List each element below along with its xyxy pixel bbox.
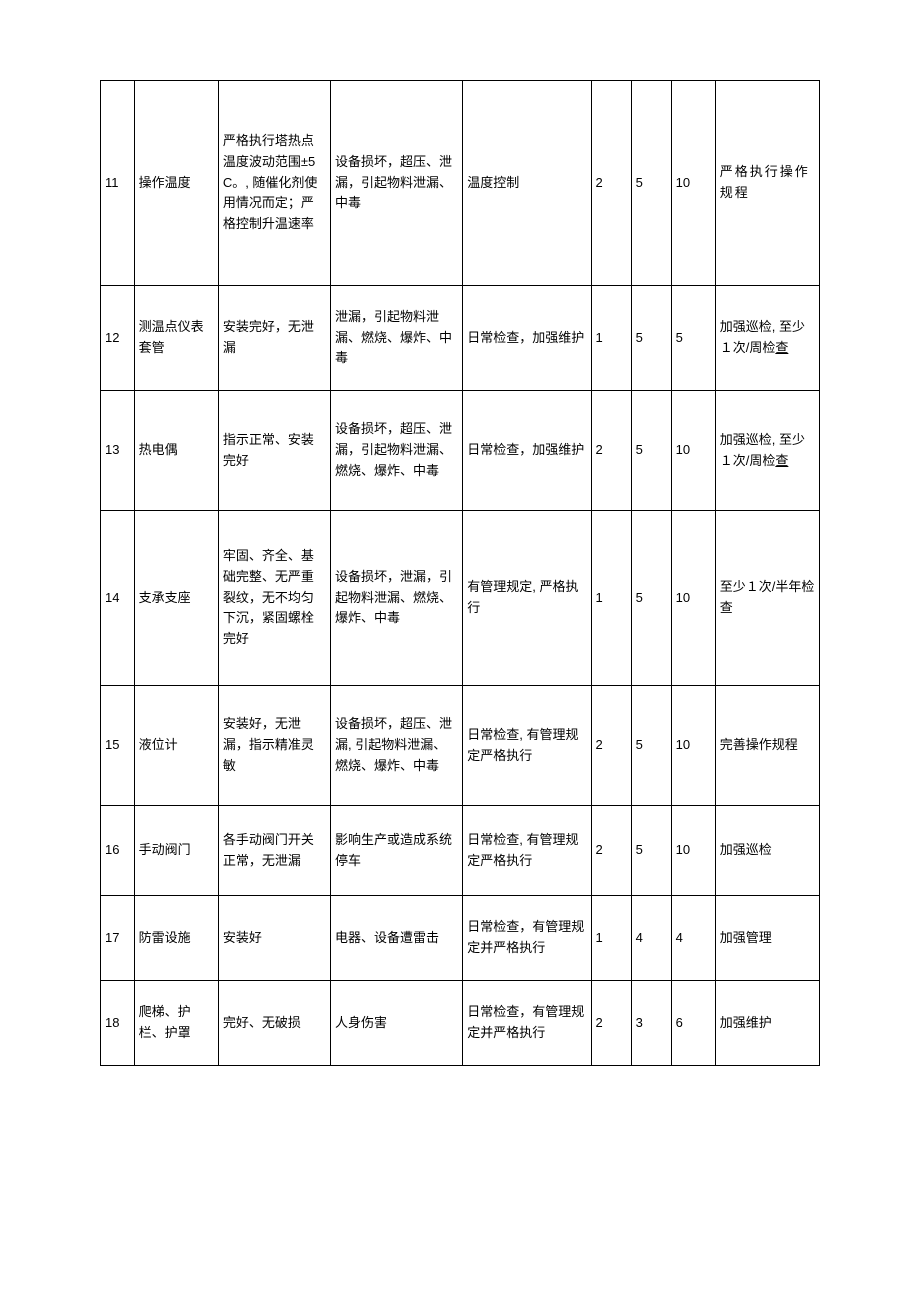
measure-text-underline: 查 [775,453,788,468]
table-row: 18爬梯、护栏、护罩完好、无破损人身伤害日常检查，有管理规定并严格执行236加强… [101,981,820,1066]
score-l: 1 [591,286,631,391]
item-name: 支承支座 [134,511,218,686]
table-row: 12测温点仪表套管安装完好，无泄漏泄漏，引起物料泄漏、燃烧、爆炸、中毒日常检查，… [101,286,820,391]
standard-text: 安装完好，无泄漏 [218,286,330,391]
row-number: 11 [101,81,135,286]
table-row: 13热电偶指示正常、安装完好设备损坏，超压、泄漏，引起物料泄漏、燃烧、爆炸、中毒… [101,391,820,511]
score-l: 2 [591,686,631,806]
measure-text: 加强维护 [715,981,819,1066]
table-row: 15液位计安装好，无泄漏，指示精准灵敏设备损坏，超压、泄漏, 引起物料泄漏、燃烧… [101,686,820,806]
standard-text: 严格执行塔热点温度波动范围±5C。, 随催化剂使用情况而定；严格控制升温速率 [218,81,330,286]
consequence-text: 设备损坏，超压、泄漏，引起物料泄漏、燃烧、爆炸、中毒 [331,391,463,511]
measure-text: 加强巡检, 至少１次/周检查 [715,391,819,511]
score-s: 5 [631,286,671,391]
score-r: 10 [671,81,715,286]
row-number: 12 [101,286,135,391]
standard-text: 完好、无破损 [218,981,330,1066]
table-row: 11操作温度严格执行塔热点温度波动范围±5C。, 随催化剂使用情况而定；严格控制… [101,81,820,286]
row-number: 13 [101,391,135,511]
score-r: 10 [671,686,715,806]
measure-text: 严格执行操作规程 [715,81,819,286]
row-number: 18 [101,981,135,1066]
measure-text: 加强巡检, 至少１次/周检查 [715,286,819,391]
standard-text: 各手动阀门开关正常，无泄漏 [218,806,330,896]
score-l: 2 [591,81,631,286]
standard-text: 安装好，无泄漏，指示精准灵敏 [218,686,330,806]
measure-text: 加强巡检 [715,806,819,896]
consequence-text: 设备损坏，超压、泄漏, 引起物料泄漏、燃烧、爆炸、中毒 [331,686,463,806]
item-name: 液位计 [134,686,218,806]
table-body: 11操作温度严格执行塔热点温度波动范围±5C。, 随催化剂使用情况而定；严格控制… [101,81,820,1066]
score-l: 2 [591,391,631,511]
score-s: 5 [631,511,671,686]
standard-text: 牢固、齐全、基础完整、无严重裂纹，无不均匀下沉，紧固螺栓完好 [218,511,330,686]
score-r: 10 [671,511,715,686]
item-name: 测温点仪表套管 [134,286,218,391]
item-name: 爬梯、护栏、护罩 [134,981,218,1066]
inspection-table: 11操作温度严格执行塔热点温度波动范围±5C。, 随催化剂使用情况而定；严格控制… [100,80,820,1066]
score-r: 6 [671,981,715,1066]
consequence-text: 泄漏，引起物料泄漏、燃烧、爆炸、中毒 [331,286,463,391]
row-number: 15 [101,686,135,806]
score-l: 2 [591,806,631,896]
consequence-text: 人身伤害 [331,981,463,1066]
score-s: 5 [631,391,671,511]
measure-text: 完善操作规程 [715,686,819,806]
management-text: 日常检查, 有管理规定严格执行 [463,686,591,806]
measure-text-part: 加强巡检, 至少１次/周检 [720,319,805,355]
consequence-text: 设备损坏，泄漏，引起物料泄漏、燃烧、爆炸、中毒 [331,511,463,686]
table-row: 14支承支座牢固、齐全、基础完整、无严重裂纹，无不均匀下沉，紧固螺栓完好设备损坏… [101,511,820,686]
score-r: 4 [671,896,715,981]
row-number: 17 [101,896,135,981]
management-text: 日常检查，加强维护 [463,286,591,391]
score-s: 3 [631,981,671,1066]
management-text: 日常检查，加强维护 [463,391,591,511]
consequence-text: 影响生产或造成系统停车 [331,806,463,896]
management-text: 有管理规定, 严格执行 [463,511,591,686]
measure-text: 至少１次/半年检查 [715,511,819,686]
management-text: 日常检查，有管理规定并严格执行 [463,981,591,1066]
score-l: 1 [591,511,631,686]
standard-text: 指示正常、安装完好 [218,391,330,511]
table-row: 16手动阀门各手动阀门开关正常，无泄漏影响生产或造成系统停车日常检查, 有管理规… [101,806,820,896]
item-name: 手动阀门 [134,806,218,896]
score-r: 5 [671,286,715,391]
row-number: 16 [101,806,135,896]
consequence-text: 电器、设备遭雷击 [331,896,463,981]
score-s: 5 [631,81,671,286]
management-text: 日常检查, 有管理规定严格执行 [463,806,591,896]
standard-text: 安装好 [218,896,330,981]
measure-text: 加强管理 [715,896,819,981]
score-s: 5 [631,686,671,806]
consequence-text: 设备损坏，超压、泄漏，引起物料泄漏、中毒 [331,81,463,286]
management-text: 日常检查，有管理规定并严格执行 [463,896,591,981]
measure-text-underline: 查 [775,340,788,355]
score-r: 10 [671,391,715,511]
score-l: 1 [591,896,631,981]
score-l: 2 [591,981,631,1066]
score-s: 5 [631,806,671,896]
table-row: 17防雷设施安装好电器、设备遭雷击日常检查，有管理规定并严格执行144加强管理 [101,896,820,981]
score-s: 4 [631,896,671,981]
item-name: 热电偶 [134,391,218,511]
row-number: 14 [101,511,135,686]
item-name: 操作温度 [134,81,218,286]
management-text: 温度控制 [463,81,591,286]
score-r: 10 [671,806,715,896]
measure-text-part: 加强巡检, 至少１次/周检 [720,432,805,468]
item-name: 防雷设施 [134,896,218,981]
